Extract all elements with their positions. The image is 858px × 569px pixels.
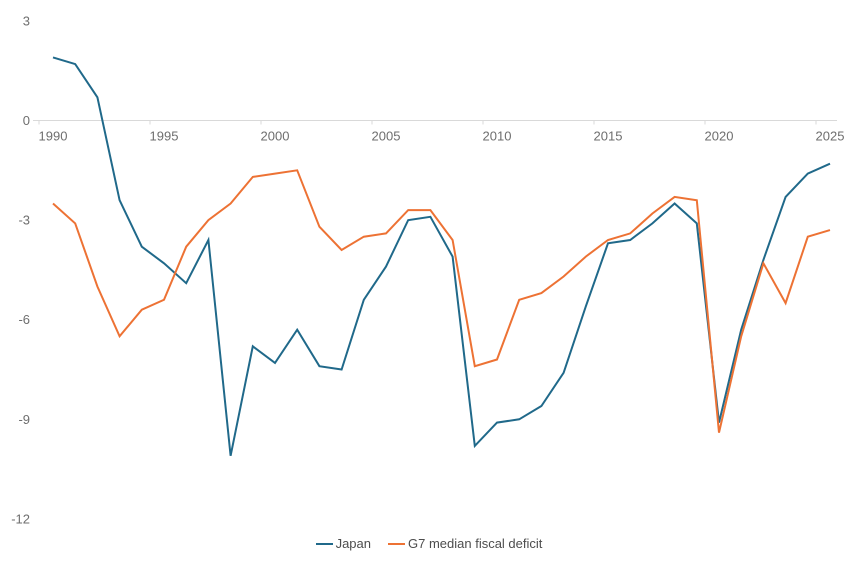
x-axis-label-2025: 2025: [816, 129, 845, 144]
x-axis-label-2010: 2010: [483, 129, 512, 144]
chart-legend: Japan G7 median fiscal deficit: [0, 536, 858, 552]
y-axis-label--12: -12: [11, 511, 30, 526]
x-axis-label-1995: 1995: [150, 129, 179, 144]
legend-item-japan: Japan: [315, 536, 371, 552]
legend-label-japan: Japan: [335, 536, 371, 551]
x-axis-label-1990: 1990: [39, 129, 68, 144]
g7-line-swatch: [388, 543, 405, 545]
y-axis-label--3: -3: [18, 213, 30, 228]
x-axis-label-2020: 2020: [705, 129, 734, 144]
series-line-g7: [52, 169, 831, 433]
y-axis-label-3: 3: [23, 13, 30, 28]
y-axis-label--9: -9: [18, 412, 30, 427]
legend-label-g7: G7 median fiscal deficit: [408, 536, 543, 551]
x-axis-label-2005: 2005: [372, 129, 401, 144]
series-line-japan: [52, 56, 831, 456]
x-axis-label-2000: 2000: [261, 129, 290, 144]
legend-item-g7: G7 median fiscal deficit: [388, 536, 542, 552]
japan-line-swatch: [315, 543, 333, 545]
y-axis-label-0: 0: [23, 113, 30, 128]
y-axis-label--6: -6: [18, 312, 30, 327]
x-axis-label-2015: 2015: [594, 129, 623, 144]
